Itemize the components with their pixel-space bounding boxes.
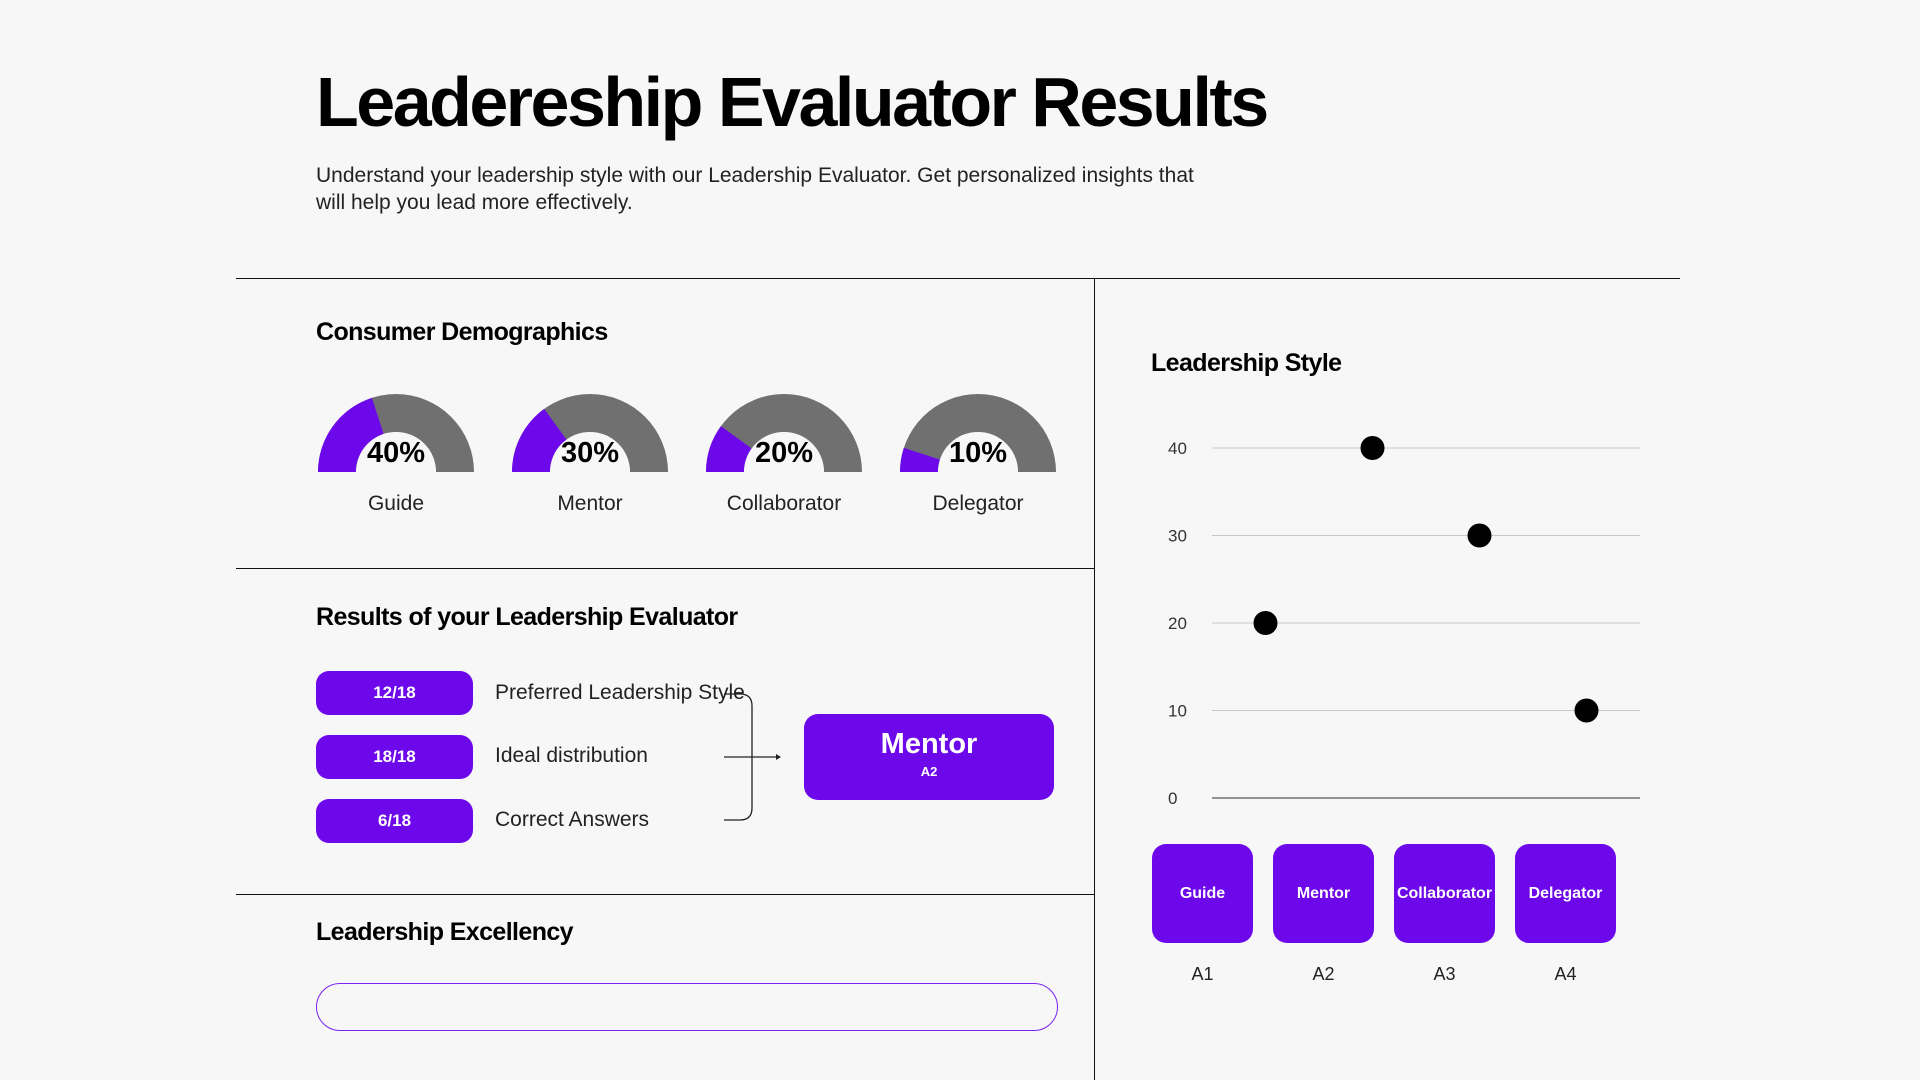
demographics-title: Consumer Demographics (316, 318, 608, 346)
top-divider (236, 278, 1680, 279)
page-description: Understand your leadership style with ou… (316, 164, 1194, 214)
y-tick-label: 20 (1168, 614, 1187, 633)
gauge-label: Mentor (557, 492, 623, 515)
gauge-chart (900, 394, 1056, 474)
gauge-mentor: 30% Mentor (510, 392, 670, 515)
leadership-style-chart: 0 10 20 30 40 (1168, 436, 1640, 808)
gauge-fill (706, 426, 752, 472)
gauge-label: Delegator (932, 492, 1024, 515)
style-button-delegator[interactable]: Delegator (1515, 844, 1616, 943)
gauge-chart (512, 394, 668, 474)
section-divider-demographics (236, 568, 1094, 569)
style-code-a2: A2 (1312, 964, 1335, 984)
gauge-percent: 40% (366, 437, 426, 469)
gauge-percent: 10% (948, 437, 1008, 469)
gauge-fill (900, 447, 940, 472)
style-button-mentor[interactable]: Mentor (1273, 844, 1374, 943)
gauge-label: Guide (367, 492, 425, 515)
gauge-percent: 30% (560, 437, 620, 469)
result-outcome-code: A2 (920, 764, 938, 779)
data-point (1253, 611, 1278, 635)
gauge-fill (512, 408, 567, 472)
gauge-delegator: 10% Delegator (898, 392, 1058, 515)
result-outcome-card: Mentor A2 (804, 714, 1054, 800)
results-bracket (724, 693, 781, 821)
score-pill: 6/18 (316, 799, 473, 843)
results-title: Results of your Leadership Evaluator (316, 603, 738, 631)
gauge-percent: 20% (754, 437, 814, 469)
gauge-label: Collaborator (726, 492, 842, 515)
result-row-label: Ideal distribution (495, 744, 648, 767)
gauge-chart (318, 394, 474, 474)
excellency-progress-bar (316, 983, 1058, 1031)
result-outcome-name: Mentor (880, 728, 978, 760)
gauge-collaborator: 20% Collaborator (704, 392, 864, 515)
gauge-guide: 40% Guide (316, 392, 476, 515)
style-code-a1: A1 (1191, 964, 1214, 984)
y-tick-label: 0 (1168, 789, 1177, 808)
score-pill: 12/18 (316, 671, 473, 715)
result-row-label: Preferred Leadership Style (495, 681, 745, 704)
section-divider-results (236, 894, 1094, 895)
gauge-track (900, 394, 1056, 472)
gauge-fill (318, 397, 384, 472)
data-point (1574, 698, 1599, 723)
page-title: Leadereship Evaluator Results (316, 63, 1269, 141)
style-code-a4: A4 (1554, 964, 1577, 984)
data-point (1467, 523, 1492, 548)
style-button-guide[interactable]: Guide (1152, 844, 1253, 943)
score-pill: 18/18 (316, 735, 473, 779)
style-title: Leadership Style (1151, 349, 1342, 377)
column-divider (1094, 278, 1095, 1080)
y-tick-label: 40 (1168, 439, 1187, 458)
result-row-label: Correct Answers (495, 808, 650, 831)
y-tick-label: 30 (1168, 527, 1187, 546)
data-point (1360, 436, 1385, 460)
gauge-chart (706, 394, 862, 474)
y-tick-label: 10 (1168, 702, 1187, 721)
style-button-collaborator[interactable]: Collaborator (1394, 844, 1495, 943)
style-code-a3: A3 (1433, 964, 1456, 984)
excellency-title: Leadership Excellency (316, 918, 574, 946)
